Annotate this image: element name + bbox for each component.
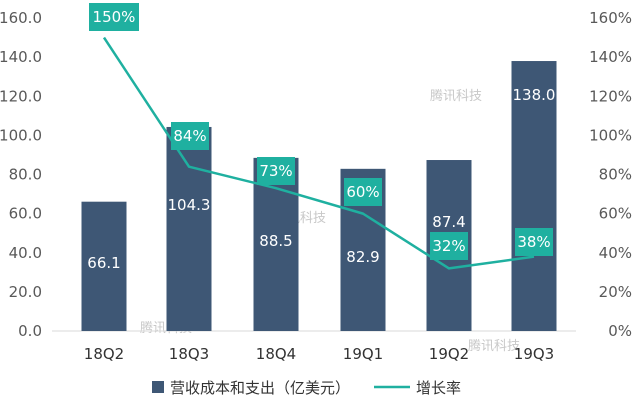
bar-label-18Q3: 104.3: [168, 196, 211, 214]
growth-label-19Q1: 60%: [346, 183, 379, 201]
y-left-tick-2: 40.0: [9, 244, 42, 262]
x-tick-18Q3: 18Q3: [169, 345, 209, 363]
x-tick-18Q2: 18Q2: [84, 345, 124, 363]
growth-label-box-18Q3: [171, 122, 209, 150]
watermark-0: 腾讯科技: [430, 88, 482, 104]
y-right-tick-4: 80%: [599, 166, 632, 184]
legend: 营收成本和支出（亿美元） 增长率: [152, 379, 461, 397]
growth-label-box-19Q3: [515, 228, 553, 256]
y-left-tick-7: 140.0: [0, 48, 42, 66]
y-right-tick-2: 40%: [599, 244, 632, 262]
y-left-tick-4: 80.0: [9, 166, 42, 184]
bar-label-19Q3: 138.0: [513, 86, 556, 104]
legend-line-label: 增长率: [416, 379, 461, 397]
y-right-tick-1: 20%: [599, 283, 632, 301]
growth-label-box-18Q4: [257, 157, 295, 185]
bar-labels: 66.1 104.3 88.5 82.9 87.4 138.0: [87, 86, 555, 272]
y-left-tick-5: 100.0: [0, 126, 42, 144]
growth-label-box-19Q1: [344, 178, 382, 206]
bar-18Q4: [253, 157, 299, 331]
growth-label-19Q3: 38%: [517, 233, 550, 251]
y-left-tick-3: 60.0: [9, 205, 42, 223]
y-right-tick-7: 140%: [589, 48, 632, 66]
growth-label-box-18Q2: [89, 3, 139, 31]
bar-18Q3: [166, 126, 212, 331]
y-right-tick-0: 0%: [608, 322, 632, 340]
bar-18Q2: [81, 201, 127, 331]
y-right-tick-5: 100%: [589, 126, 632, 144]
growth-label-18Q2: 150%: [93, 8, 136, 26]
x-tick-19Q2: 19Q2: [429, 345, 469, 363]
y-right-tick-8: 160%: [589, 9, 632, 27]
growth-label-19Q2: 32%: [432, 237, 465, 255]
legend-bar-label: 营收成本和支出（亿美元）: [170, 379, 350, 397]
y-axis-left: 0.0 20.0 40.0 60.0 80.0 100.0 120.0 140.0 160.0: [0, 9, 42, 340]
watermark-3: 腾讯科技: [468, 338, 520, 354]
x-tick-19Q1: 19Q1: [343, 345, 383, 363]
bar-19Q3: [511, 61, 557, 331]
bar-label-19Q1: 82.9: [346, 248, 379, 266]
x-tick-18Q4: 18Q4: [256, 345, 296, 363]
x-tick-19Q3: 19Q3: [514, 345, 554, 363]
bar-label-18Q4: 88.5: [259, 232, 292, 250]
y-right-tick-6: 120%: [589, 87, 632, 105]
bar-label-18Q2: 66.1: [87, 254, 120, 272]
bar-label-19Q2: 87.4: [432, 213, 465, 231]
growth-label-18Q3: 84%: [173, 127, 206, 145]
growth-label-18Q4: 73%: [259, 162, 292, 180]
category-labels: 18Q2 18Q3 18Q4 19Q1 19Q2 19Q3: [84, 345, 554, 363]
y-left-tick-8: 160.0: [0, 9, 42, 27]
growth-label-box-19Q2: [430, 232, 468, 260]
y-left-tick-1: 20.0: [9, 283, 42, 301]
y-left-tick-0: 0.0: [18, 322, 42, 340]
legend-bar-swatch: [152, 381, 164, 393]
bars: [81, 61, 557, 331]
y-axis-right: 0% 20% 40% 60% 80% 100% 120% 140% 160%: [589, 9, 632, 340]
y-right-tick-3: 60%: [599, 205, 632, 223]
growth-labels: 150% 84% 73% 60% 32% 38%: [89, 3, 553, 260]
y-left-tick-6: 120.0: [0, 87, 42, 105]
